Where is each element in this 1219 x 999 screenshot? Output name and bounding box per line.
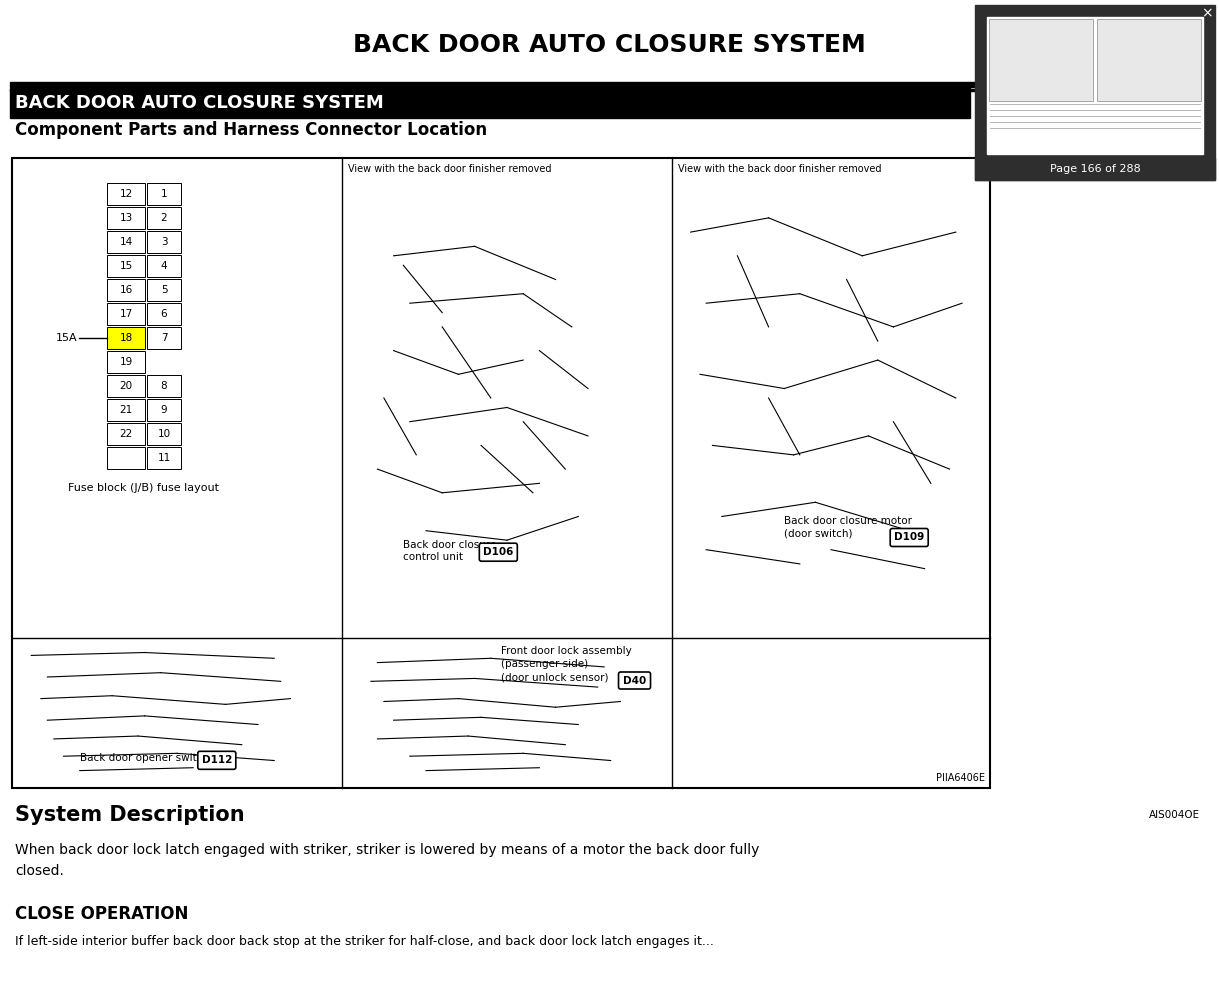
Bar	[12, 158, 990, 788]
FancyBboxPatch shape	[197, 751, 235, 769]
Bar	[987, 17, 1203, 154]
Bar	[147, 279, 180, 301]
Bar	[147, 399, 180, 421]
Text: CLOSE OPERATION: CLOSE OPERATION	[15, 905, 189, 923]
Text: 2: 2	[161, 213, 167, 223]
Text: Back door closure motor
(door switch): Back door closure motor (door switch)	[784, 516, 912, 538]
Text: Page 166 of 288: Page 166 of 288	[1050, 164, 1141, 174]
Text: 17: 17	[119, 309, 133, 319]
Text: 6: 6	[161, 309, 167, 319]
Text: BACK DOOR AUTO CLOSURE SYSTEM: BACK DOOR AUTO CLOSURE SYSTEM	[352, 33, 865, 57]
Text: 4: 4	[161, 261, 167, 271]
Text: 3: 3	[161, 237, 167, 247]
Bar	[147, 423, 180, 445]
Bar	[107, 303, 145, 325]
Text: Component Parts and Harness Connector Location: Component Parts and Harness Connector Lo…	[15, 121, 488, 139]
Bar	[107, 231, 145, 253]
Text: 21: 21	[119, 405, 133, 415]
Text: 15: 15	[119, 261, 133, 271]
Text: BACK DOOR AUTO CLOSURE SYSTEM: BACK DOOR AUTO CLOSURE SYSTEM	[15, 94, 384, 112]
Bar	[975, 158, 1215, 180]
Text: D112: D112	[201, 755, 232, 765]
Text: ×: ×	[1201, 6, 1213, 20]
Text: Back door closure
control unit: Back door closure control unit	[403, 540, 496, 561]
Text: 8: 8	[161, 381, 167, 391]
FancyBboxPatch shape	[479, 543, 517, 561]
Bar	[107, 351, 145, 373]
Text: View with the back door finisher removed: View with the back door finisher removed	[347, 164, 551, 174]
Bar	[147, 327, 180, 349]
Text: 9: 9	[161, 405, 167, 415]
Text: When back door lock latch engaged with striker, striker is lowered by means of a: When back door lock latch engaged with s…	[15, 843, 759, 877]
Text: Front door lock assembly
(passenger side)
(door unlock sensor): Front door lock assembly (passenger side…	[501, 646, 631, 682]
Bar	[989, 19, 1093, 101]
Bar	[147, 303, 180, 325]
Bar	[147, 255, 180, 277]
Bar	[147, 231, 180, 253]
Bar	[10, 89, 1209, 91]
Text: 16: 16	[119, 285, 133, 295]
Bar	[107, 255, 145, 277]
Bar	[107, 327, 145, 349]
Bar	[107, 183, 145, 205]
Bar	[107, 447, 145, 469]
Bar	[10, 82, 1209, 87]
Text: PFP: PFP	[975, 94, 1011, 112]
Text: Fuse block (J/B) fuse layout: Fuse block (J/B) fuse layout	[67, 483, 218, 493]
Text: View with the back door finisher removed: View with the back door finisher removed	[678, 164, 881, 174]
Text: 11: 11	[157, 453, 171, 463]
Text: 20: 20	[119, 381, 133, 391]
Text: System Description: System Description	[15, 805, 245, 825]
Text: PIIA6406E: PIIA6406E	[936, 773, 985, 783]
FancyBboxPatch shape	[890, 528, 928, 546]
Text: 18: 18	[119, 333, 133, 343]
Text: 14: 14	[119, 237, 133, 247]
Text: 13: 13	[119, 213, 133, 223]
Text: AIS004OE: AIS004OE	[1148, 810, 1199, 820]
Bar	[147, 207, 180, 229]
Text: 12: 12	[119, 189, 133, 199]
Bar	[147, 183, 180, 205]
Bar	[107, 279, 145, 301]
Text: 5: 5	[161, 285, 167, 295]
Text: 1: 1	[161, 189, 167, 199]
Text: 10: 10	[157, 429, 171, 439]
Bar	[147, 447, 180, 469]
FancyBboxPatch shape	[618, 672, 651, 689]
Text: D109: D109	[894, 532, 924, 542]
Text: Back door opener switch: Back door opener switch	[79, 753, 208, 763]
Bar	[1097, 19, 1201, 101]
Bar	[107, 423, 145, 445]
Bar	[147, 375, 180, 397]
Text: 19: 19	[119, 357, 133, 367]
Text: D106: D106	[483, 547, 513, 557]
Text: 22: 22	[119, 429, 133, 439]
Bar	[107, 375, 145, 397]
Text: If left-side interior buffer back door back stop at the striker for half-close, : If left-side interior buffer back door b…	[15, 935, 714, 948]
Text: 15A: 15A	[55, 333, 77, 343]
Bar	[107, 399, 145, 421]
Bar	[107, 207, 145, 229]
Text: D40: D40	[623, 675, 646, 685]
Text: 7: 7	[161, 333, 167, 343]
Bar	[975, 5, 1215, 180]
Bar	[10, 88, 970, 118]
